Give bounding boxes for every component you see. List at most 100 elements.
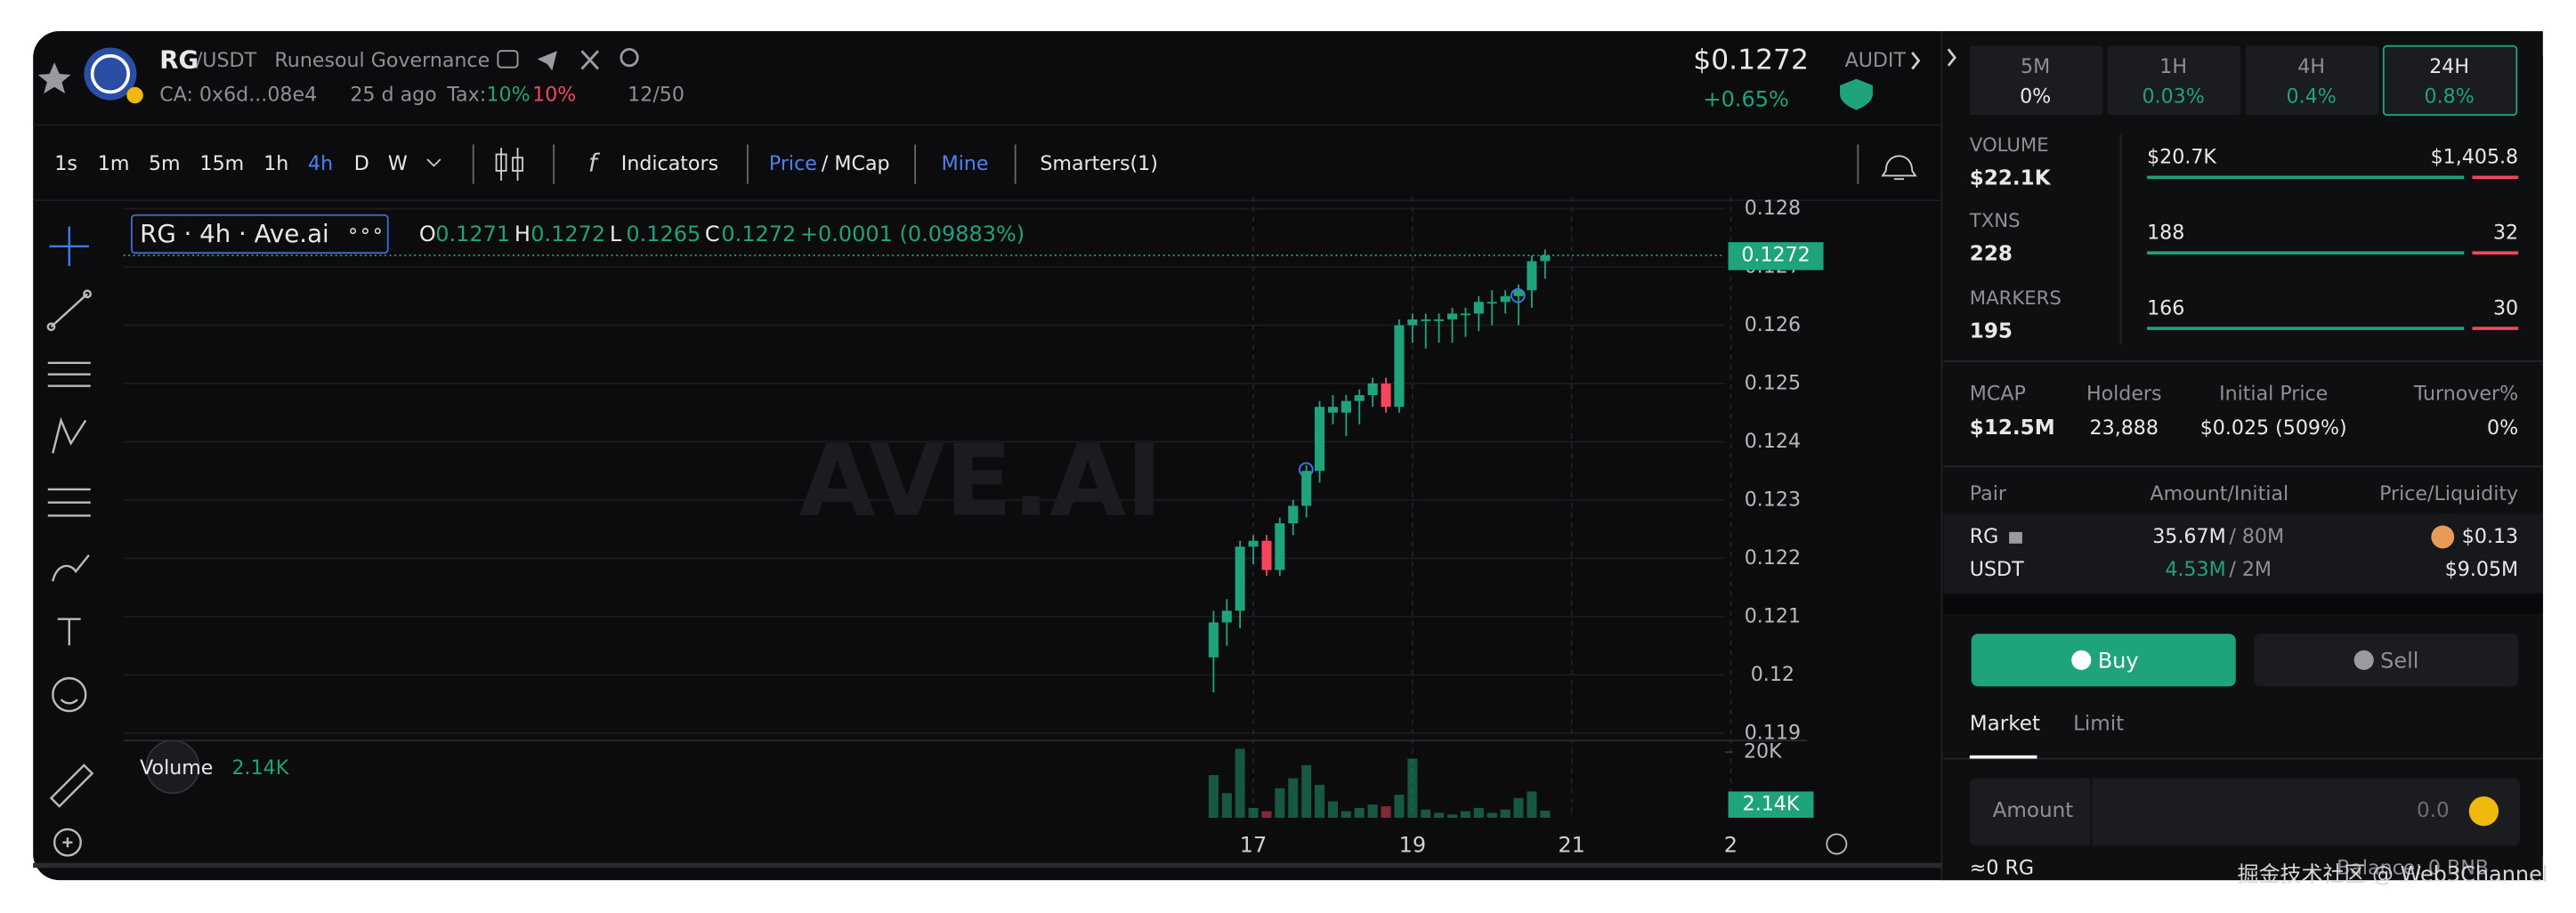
search-icon[interactable] (620, 47, 639, 68)
period-label: 4H (2297, 55, 2325, 78)
period-tab[interactable] (2245, 45, 2379, 116)
y-tick-label: 0.126 (1745, 313, 1801, 336)
chart-style-candle (495, 153, 507, 172)
period-tab[interactable] (2107, 45, 2241, 116)
period-tab[interactable] (2382, 44, 2518, 117)
volume-bar (1221, 793, 1232, 818)
candle-body (1394, 325, 1405, 408)
buy-icon (2071, 650, 2092, 670)
stat-label: TXNS (1969, 210, 2021, 232)
info-value: $12.5M (1970, 416, 2055, 440)
legend-box (130, 214, 389, 255)
stat-total: $22.1K (1970, 167, 2052, 190)
app-frame (33, 31, 2543, 881)
symbol: RG (159, 44, 198, 74)
period-tab[interactable] (1969, 45, 2103, 116)
interval-button[interactable]: 15m (200, 152, 245, 175)
chart-settings[interactable] (1826, 833, 1848, 855)
interval-button[interactable]: 4h (308, 152, 333, 175)
interval-button[interactable]: 1h (263, 152, 288, 175)
volume-bar (1367, 804, 1378, 818)
pair-header: Pair (1970, 482, 2007, 505)
stat-sell: 32 (2493, 222, 2518, 245)
bnb-icon (2468, 796, 2499, 827)
volume-bar (1381, 806, 1391, 818)
ohlc-value: 0.1271 (435, 222, 510, 246)
volume-bar (1301, 764, 1312, 818)
amount-input[interactable] (1969, 778, 2520, 846)
interval-button[interactable]: 1s (54, 152, 77, 175)
price-toggle[interactable]: Price (769, 152, 817, 175)
token-name: Runesoul Governance (274, 49, 490, 72)
telegram-icon[interactable] (537, 51, 557, 71)
ohlc-label: C (705, 222, 720, 246)
interval-button[interactable]: 1m (98, 152, 130, 175)
mine-button[interactable]: Mine (942, 152, 989, 175)
audit-shield (1840, 78, 1873, 110)
volume-bar (1540, 811, 1551, 818)
interval-button[interactable]: 5m (149, 152, 181, 175)
pair-icon (2431, 525, 2455, 549)
x-tick-label: 2 (1724, 832, 1738, 857)
chart-style-candle (512, 157, 524, 172)
candle-body (1208, 622, 1219, 658)
drawing-tools[interactable] (46, 226, 94, 857)
volume-bar (1288, 778, 1299, 818)
order-tab[interactable]: Limit (2073, 712, 2124, 735)
info-value: 23,888 (2090, 416, 2159, 440)
contract[interactable]: CA: 0x6d...08e4 (159, 84, 317, 107)
price-change: +0.65% (1704, 87, 1789, 112)
order-tab[interactable]: Market (1970, 712, 2040, 735)
lock-icon (2009, 531, 2022, 544)
buy-button[interactable] (1971, 634, 2236, 687)
sell-button[interactable] (2254, 634, 2519, 687)
last-volume-tag (1728, 791, 1814, 818)
audit[interactable]: AUDIT (1845, 49, 1907, 72)
site-watermark: 掘金技术社区 @ Web3Channel (2238, 862, 2548, 887)
candle-body (1301, 471, 1312, 506)
volume-bar (1327, 801, 1338, 818)
volume-bar (1421, 809, 1431, 818)
interval-button[interactable]: W (388, 152, 408, 175)
collapse-arrow[interactable] (1947, 48, 1956, 67)
smarters-button[interactable]: Smarters(1) (1040, 152, 1158, 175)
volume-toggle[interactable] (145, 739, 200, 795)
audit-chevron[interactable] (1911, 52, 1921, 70)
x-icon[interactable] (580, 50, 600, 70)
volume-bar (1314, 785, 1325, 818)
volume-bar (1527, 791, 1537, 818)
web-icon[interactable] (497, 50, 519, 69)
candle-body (1275, 523, 1285, 570)
interval-dropdown[interactable] (426, 158, 441, 167)
stat-buy: 166 (2147, 296, 2184, 319)
last-price-tag (1728, 242, 1824, 271)
pair-initial: / 2M (2229, 558, 2272, 581)
chart-style-icon[interactable] (500, 148, 519, 181)
indicators-button[interactable]: Indicators (621, 152, 718, 175)
age: 25 d ago (350, 84, 436, 107)
rank[interactable]: 12/50 (628, 84, 685, 107)
toolbar-separators (472, 144, 1859, 184)
interval-button[interactable]: D (354, 152, 369, 175)
amount-label: Amount (1993, 799, 2074, 822)
ohlc-label: L (610, 222, 622, 246)
favorite-star[interactable] (37, 62, 71, 94)
tax-sell: 10% (532, 84, 576, 107)
mcap-toggle[interactable]: / MCap (822, 152, 890, 175)
volume-bar (1235, 748, 1245, 818)
sell-label[interactable]: Sell (2380, 649, 2418, 674)
alert-bell[interactable] (1881, 155, 1917, 181)
token-logo-ring (90, 53, 131, 94)
info-value: 0% (2487, 416, 2518, 440)
y-tick-label: 0.122 (1745, 546, 1801, 570)
volume-bar (1341, 811, 1351, 818)
pair-price: $9.05M (2445, 558, 2518, 581)
pair-price: $0.13 (2462, 525, 2518, 548)
candle-body (1381, 383, 1391, 408)
y-tick-label: 0.125 (1745, 371, 1801, 394)
buy-label[interactable]: Buy (2098, 649, 2139, 674)
candle-body (1527, 261, 1537, 291)
candle-body (1447, 313, 1458, 319)
period-label: 5M (2021, 55, 2050, 78)
